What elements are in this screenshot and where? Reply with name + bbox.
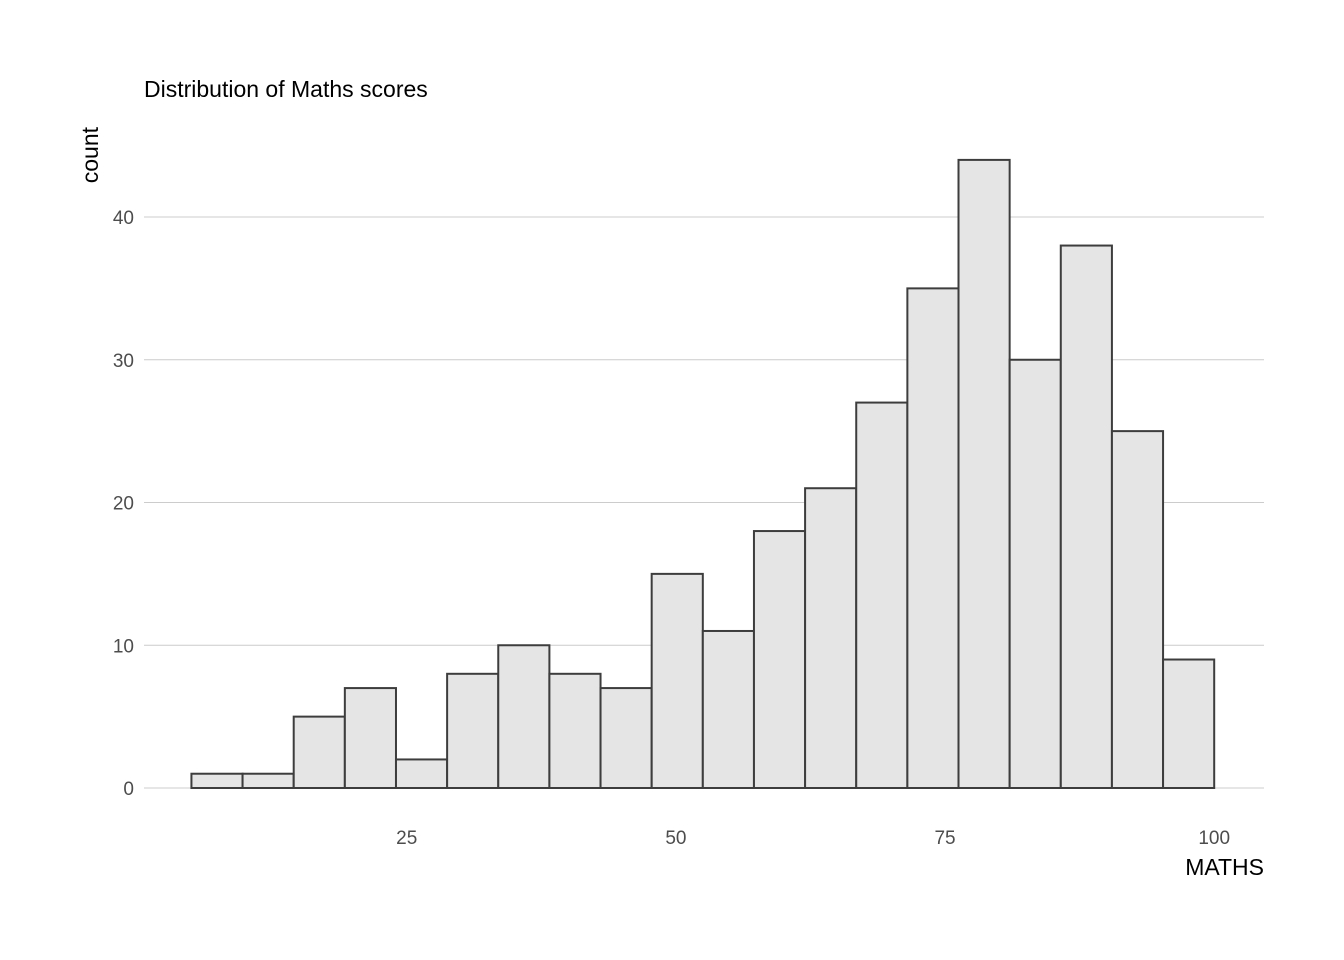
histogram-bar-4	[343, 687, 397, 790]
y-tick-label-10: 10	[113, 636, 134, 657]
histogram-bar-3	[292, 715, 346, 789]
histogram-bar-14	[855, 401, 909, 789]
chart-title: Distribution of Maths scores	[144, 76, 428, 102]
histogram-bar-13	[804, 487, 858, 789]
histogram-bar-19	[1110, 430, 1165, 789]
histogram-bar-2	[241, 772, 295, 789]
histogram-bar-8	[548, 672, 602, 789]
y-axis-ticks: 0 10 20 30 40	[113, 208, 134, 800]
y-tick-label-20: 20	[113, 494, 134, 515]
histogram-bar-7	[497, 644, 551, 789]
y-tick-label-40: 40	[113, 208, 134, 229]
histogram-bar-11	[701, 629, 755, 789]
histogram-bar-9	[599, 687, 653, 790]
histogram-bars	[190, 158, 1216, 790]
histogram-bar-18	[1059, 244, 1113, 790]
histogram-bar-20	[1162, 658, 1216, 790]
y-axis-title: count	[77, 126, 103, 183]
y-tick-label-30: 30	[113, 351, 134, 372]
histogram-bar-10	[650, 572, 704, 789]
histogram-bar-15	[906, 287, 960, 789]
histogram-bar-6	[446, 672, 500, 789]
histogram-bar-12	[752, 530, 807, 789]
histogram-bar-5	[394, 758, 449, 790]
x-axis-title: MATHS	[1185, 854, 1264, 880]
y-tick-label-0: 0	[123, 779, 134, 800]
histogram-bar-17	[1008, 358, 1062, 789]
histogram-bar-16	[957, 158, 1011, 789]
x-axis-ticks: 25 50 75 100	[396, 828, 1230, 849]
x-tick-label-25: 25	[396, 828, 417, 849]
x-tick-label-50: 50	[665, 828, 686, 849]
x-tick-label-100: 100	[1198, 828, 1230, 849]
x-tick-label-75: 75	[934, 828, 955, 849]
histogram-bar-1	[190, 772, 244, 789]
